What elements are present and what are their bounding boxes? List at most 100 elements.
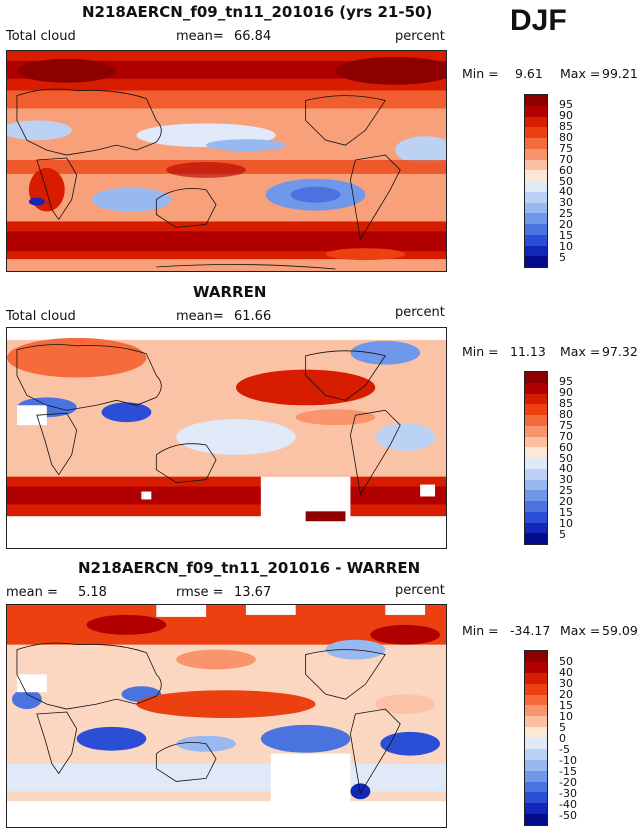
colorbar-tick-label: 90	[559, 109, 573, 123]
colorbar-swatch	[525, 170, 547, 181]
panel-2-min-value: 11.13	[510, 344, 546, 359]
colorbar-tick-label: 85	[559, 120, 573, 134]
colorbar-tick-label: 30	[559, 676, 573, 690]
colorbar-tick-label: 90	[559, 386, 573, 400]
colorbar-swatch	[525, 814, 547, 825]
colorbar-swatch	[525, 425, 547, 437]
colorbar-swatch	[525, 490, 547, 501]
panel-2-min-label: Min =	[462, 344, 499, 359]
colorbar-tick-label: 15	[559, 228, 573, 242]
panel-3-max-value: 59.09	[602, 623, 638, 638]
colorbar-swatch	[525, 436, 547, 448]
panel-2-mean-value: 61.66	[234, 309, 272, 324]
colorbar-tick-label: 75	[559, 141, 573, 155]
colorbar-swatch	[525, 382, 547, 394]
colorbar-swatch	[525, 191, 547, 203]
colorbar-tick-label: 20	[559, 218, 573, 231]
colorbar-tick-label: 15	[559, 698, 573, 712]
colorbar-tick-label: 5	[559, 250, 566, 264]
colorbar-tick-label: 10	[559, 516, 573, 530]
colorbar-tick-label: -15	[559, 764, 577, 778]
colorbar-tick-label: 30	[559, 473, 573, 487]
colorbar-tick-label: 80	[559, 408, 573, 421]
colorbar-tick-label: 5	[559, 527, 566, 541]
colorbar-swatch	[525, 705, 547, 717]
colorbar-swatch	[525, 415, 547, 426]
colorbar-tick-label: 50	[559, 174, 573, 188]
colorbar-swatch	[525, 672, 547, 684]
panel-2-map	[6, 327, 447, 549]
colorbar-swatch	[525, 738, 547, 749]
colorbar-swatch	[525, 159, 547, 171]
colorbar-swatch	[525, 479, 547, 491]
colorbar-swatch	[525, 458, 547, 469]
colorbar-tick-label: 80	[559, 131, 573, 144]
colorbar-swatch	[525, 404, 547, 415]
colorbar-swatch	[525, 372, 547, 383]
colorbar-tick-label: 40	[559, 665, 573, 679]
colorbar-swatch	[525, 393, 547, 405]
colorbar-tick-label: 10	[559, 239, 573, 253]
panel-3-units: percent	[395, 583, 445, 598]
colorbar-swatch	[525, 224, 547, 235]
colorbar-tick-label: 70	[559, 152, 573, 166]
panel-1-units: percent	[395, 29, 445, 44]
panel-1-max-value: 99.21	[602, 66, 638, 81]
panel-3-max-label: Max =	[560, 623, 601, 638]
colorbar-swatch	[525, 661, 547, 673]
colorbar-swatch	[525, 256, 547, 267]
panel-1-max-label: Max =	[560, 66, 601, 81]
panel-1-colorbar	[524, 94, 548, 268]
panel-3-mean-value: 5.18	[78, 585, 107, 600]
colorbar-swatch	[525, 138, 547, 149]
colorbar-tick-label: 10	[559, 709, 573, 723]
season-label: DJF	[510, 4, 567, 37]
panel-2-variable: Total cloud	[6, 309, 76, 324]
colorbar-swatch	[525, 181, 547, 192]
colorbar-tick-label: -40	[559, 797, 577, 811]
colorbar-tick-label: 30	[559, 196, 573, 210]
panel-1-mean-value: 66.84	[234, 29, 272, 44]
panel-2-colorbar	[524, 371, 548, 545]
colorbar-swatch	[525, 447, 547, 458]
panel-1-min-value: 9.61	[515, 66, 543, 81]
colorbar-tick-label: 20	[559, 495, 573, 508]
panel-2-max-value: 97.32	[602, 344, 638, 359]
colorbar-tick-label: 95	[559, 98, 573, 112]
panel-3-title: N218AERCN_f09_tn11_201016 - WARREN	[78, 559, 421, 577]
colorbar-swatch	[525, 213, 547, 224]
panel-3-rmse-label: rmse =	[176, 585, 224, 600]
colorbar-swatch	[525, 651, 547, 662]
colorbar-tick-label: 70	[559, 429, 573, 443]
colorbar-tick-label: 20	[559, 687, 573, 701]
colorbar-swatch	[525, 770, 547, 782]
panel-2-units: percent	[395, 305, 445, 320]
colorbar-swatch	[525, 781, 547, 793]
colorbar-tick-label: 25	[559, 484, 573, 498]
colorbar-swatch	[525, 748, 547, 760]
colorbar-swatch	[525, 116, 547, 128]
panel-1-mean-label: mean=	[176, 29, 224, 44]
panel-3-map	[6, 604, 447, 828]
colorbar-tick-label: 60	[559, 440, 573, 454]
colorbar-swatch	[525, 533, 547, 544]
colorbar-tick-label: 95	[559, 375, 573, 389]
colorbar-swatch	[525, 95, 547, 106]
colorbar-swatch	[525, 716, 547, 728]
colorbar-swatch	[525, 792, 547, 804]
colorbar-tick-label: 50	[559, 451, 573, 465]
colorbar-swatch	[525, 511, 547, 523]
panel-1-min-label: Min =	[462, 66, 499, 81]
colorbar-swatch	[525, 105, 547, 117]
panel-3-min-value: -34.17	[510, 623, 551, 638]
colorbar-tick-label: 85	[559, 397, 573, 411]
colorbar-tick-label: -50	[559, 808, 577, 822]
colorbar-swatch	[525, 727, 547, 738]
colorbar-swatch	[525, 522, 547, 534]
colorbar-tick-label: -5	[559, 742, 570, 756]
colorbar-tick-label: -10	[559, 753, 577, 767]
colorbar-tick-label: 15	[559, 505, 573, 519]
panel-1-title: N218AERCN_f09_tn11_201016 (yrs 21-50)	[82, 3, 433, 21]
colorbar-tick-label: 75	[559, 418, 573, 432]
colorbar-tick-label: 5	[559, 720, 566, 734]
